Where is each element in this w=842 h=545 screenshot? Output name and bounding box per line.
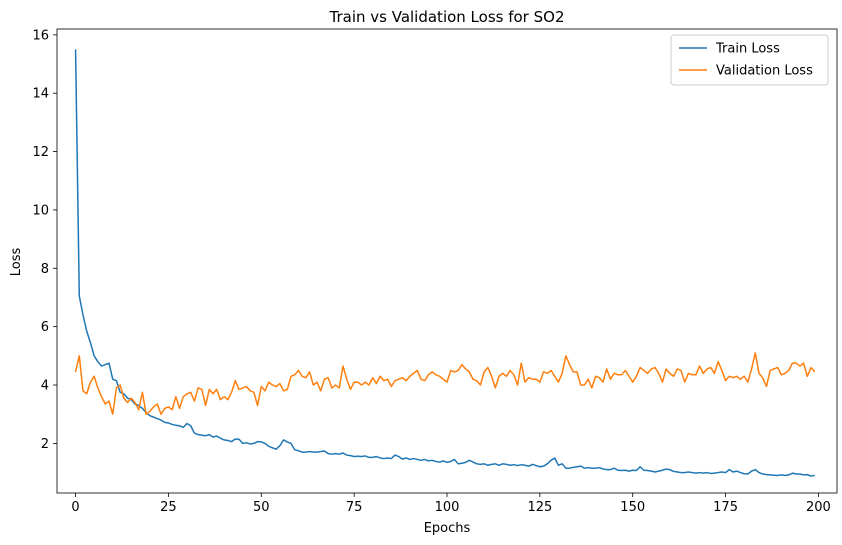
y-tick-label: 6 xyxy=(41,320,49,335)
y-axis: 2 4 6 8 10 12 14 16 xyxy=(32,28,57,452)
x-tick-label: 150 xyxy=(620,500,645,515)
x-tick-label: 125 xyxy=(527,500,552,515)
train-loss-line xyxy=(74,49,815,477)
x-tick-label: 175 xyxy=(713,500,738,515)
series-lines xyxy=(74,49,816,477)
validation-loss-legend-label: Validation Loss xyxy=(716,64,813,79)
legend-box xyxy=(670,34,829,86)
y-axis-title: Loss xyxy=(9,248,24,277)
x-axis-title: Epochs xyxy=(424,521,471,536)
plot-frame xyxy=(56,28,838,494)
y-tick-label: 16 xyxy=(32,28,49,43)
y-tick-label: 2 xyxy=(41,437,49,452)
y-tick-label: 4 xyxy=(41,379,49,394)
x-axis: 0 25 50 75 100 125 150 175 200 xyxy=(71,493,831,515)
train-loss-legend-label: Train Loss xyxy=(715,42,780,57)
x-tick-label: 25 xyxy=(160,500,177,515)
x-tick-label: 100 xyxy=(435,500,460,515)
x-tick-label: 75 xyxy=(346,500,363,515)
chart-title: Train vs Validation Loss for SO2 xyxy=(329,8,565,26)
y-tick-label: 8 xyxy=(41,262,49,277)
x-tick-label: 50 xyxy=(253,500,270,515)
y-tick-label: 12 xyxy=(32,145,49,160)
y-tick-label: 14 xyxy=(32,87,49,102)
y-tick-label: 10 xyxy=(32,203,49,218)
legend: Train Loss Validation Loss xyxy=(670,34,829,86)
validation-loss-line xyxy=(74,352,816,415)
x-tick-label: 200 xyxy=(806,500,831,515)
x-tick-label: 0 xyxy=(71,500,79,515)
